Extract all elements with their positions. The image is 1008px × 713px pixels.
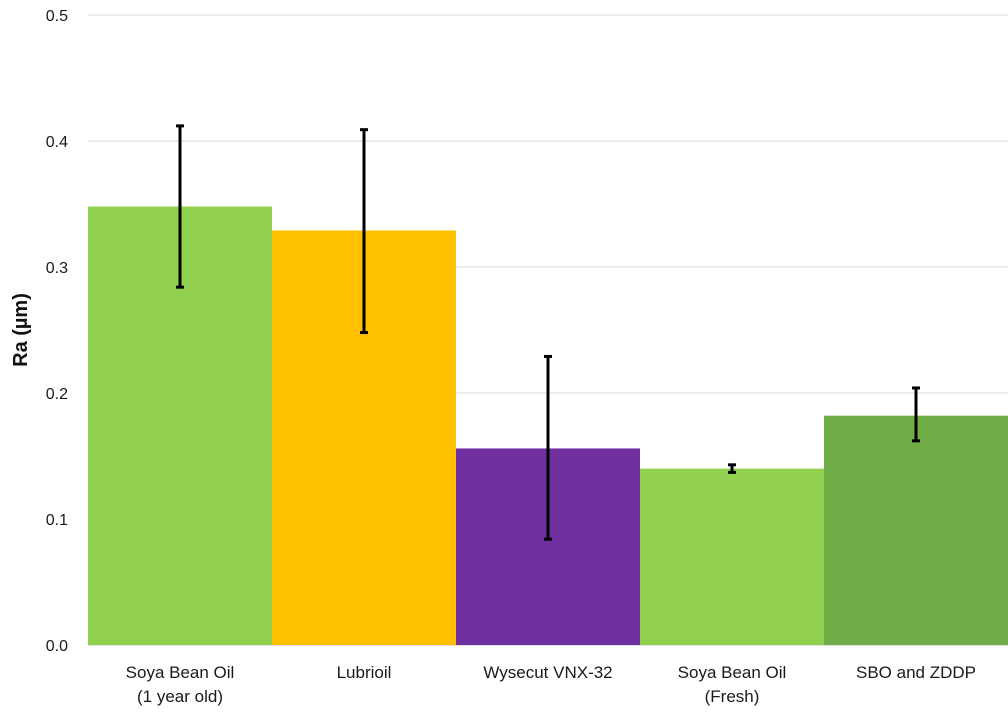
category-label: Soya Bean Oil (126, 663, 235, 682)
category-label: Lubrioil (337, 663, 392, 682)
error-bar (912, 386, 920, 443)
category-label-line2: (1 year old) (137, 687, 223, 706)
y-axis-title: Ra (µm) (10, 293, 32, 367)
error-bars (176, 124, 920, 541)
error-bar (360, 128, 368, 335)
y-tick-label: 0.3 (46, 260, 68, 277)
bar (824, 415, 1008, 645)
error-bar (176, 124, 184, 289)
y-tick-label: 0.2 (46, 386, 68, 403)
y-tick-labels: 0.0 0.1 0.2 0.3 0.4 0.5 (46, 8, 68, 655)
error-bar (544, 354, 552, 541)
category-label-line2: (Fresh) (705, 687, 760, 706)
error-bar (728, 463, 736, 474)
y-tick-label: 0.4 (46, 134, 68, 151)
y-tick-label: 0.0 (46, 638, 68, 655)
category-labels: Soya Bean Oil (1 year old) Lubrioil Wysecut… (126, 663, 976, 706)
category-label: SBO and ZDDP (856, 663, 976, 682)
category-label: Soya Bean Oil (678, 663, 787, 682)
category-label: Wysecut VNX-32 (483, 663, 612, 682)
bar (640, 468, 824, 645)
y-tick-label: 0.5 (46, 8, 68, 25)
y-tick-label: 0.1 (46, 512, 68, 529)
